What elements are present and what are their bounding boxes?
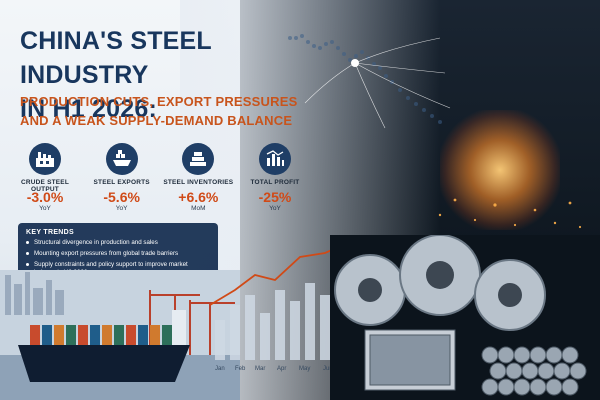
kpi-label: TOTAL PROFIT — [250, 179, 300, 186]
trend-text: Structural divergence in production and … — [34, 239, 158, 246]
trend-item: Structural divergence in production and … — [26, 239, 210, 247]
page-title: CHINA'S STEEL INDUSTRY IN H1 2026: — [20, 24, 320, 126]
bullet-icon — [26, 263, 29, 266]
factory-icon — [29, 143, 61, 175]
trend-item: Mounting export pressures from global tr… — [26, 250, 210, 258]
kpi-sub: YoY — [269, 205, 281, 212]
world-map-graphic — [288, 34, 451, 129]
kpi-value: -5.6% — [103, 189, 140, 205]
key-trends-title: KEY TRENDS — [26, 229, 74, 236]
kpi-label: STEEL EXPORTS — [93, 179, 150, 186]
subtitle-line-2: AND A WEAK SUPPLY-DEMAND BALANCE — [20, 113, 293, 128]
trend-text: Mounting export pressures from global tr… — [34, 250, 179, 257]
bar-chart-icon — [258, 143, 291, 175]
subtitle-line-1: PRODUCTION CUTS, EXPORT PRESSURES — [20, 94, 298, 109]
kpi-steel-inventories: STEEL INVENTORIES +6.6% MoM — [163, 143, 233, 213]
kpi-total-profit: TOTAL PROFIT -25% YoY — [240, 143, 310, 213]
kpi-steel-exports: STEEL EXPORTS -5.6% YoY — [87, 143, 157, 213]
kpi-sub: YoY — [115, 205, 128, 212]
kpi-strip: CRUDE STEEL OUTPUT -3.0% YoY STEEL EXPOR… — [10, 143, 310, 213]
title-line-2: IN H1 2026: — [20, 95, 157, 123]
title-line-1: CHINA'S STEEL INDUSTRY — [20, 27, 212, 89]
bullet-icon — [26, 241, 29, 244]
chart-month-label: Jun — [323, 366, 333, 372]
kpi-value: -3.0% — [26, 189, 64, 205]
molten-steel-glow — [440, 110, 560, 230]
kpi-value: -25% — [258, 189, 292, 205]
kpi-label: STEEL INVENTORIES — [163, 179, 234, 186]
mini-trend-chart: Jan Feb Mar Apr May Jun — [209, 239, 356, 372]
page-subtitle: PRODUCTION CUTS, EXPORT PRESSURES AND A … — [20, 92, 305, 130]
ship-icon — [105, 143, 138, 175]
stacked-bars-icon — [182, 143, 215, 175]
chart-month-label: Jan — [215, 366, 225, 372]
chart-month-label: Mar — [255, 366, 265, 372]
kpi-label: CRUDE STEEL OUTPUT — [20, 179, 70, 193]
chart-month-label: Feb — [235, 366, 246, 372]
kpi-sub: MoM — [191, 205, 206, 212]
kpi-value: +6.6% — [178, 189, 219, 205]
chart-month-label: May — [299, 366, 310, 372]
kpi-crude-steel-output: CRUDE STEEL OUTPUT -3.0% YoY — [10, 143, 80, 213]
steel-coils-and-bars — [330, 235, 600, 400]
kpi-sub: YoY — [39, 205, 51, 212]
chart-month-label: Apr — [277, 366, 286, 372]
port-ship-graphic — [0, 270, 240, 400]
bullet-icon — [26, 252, 29, 255]
